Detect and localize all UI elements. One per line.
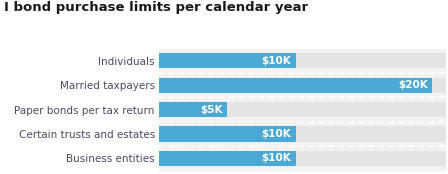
Bar	[159, 53, 296, 68]
Text: $10K: $10K	[262, 129, 292, 139]
Bar	[159, 78, 432, 93]
Text: $5K: $5K	[201, 105, 223, 115]
Text: $10K: $10K	[262, 153, 292, 163]
Text: $10K: $10K	[262, 56, 292, 66]
Bar	[159, 126, 446, 141]
Bar	[159, 102, 227, 117]
Bar	[159, 53, 446, 68]
Bar	[159, 78, 446, 93]
Bar	[159, 151, 296, 166]
Text: I bond purchase limits per calendar year: I bond purchase limits per calendar year	[4, 1, 309, 14]
Text: $20K: $20K	[398, 80, 428, 90]
Bar	[159, 151, 446, 166]
Bar	[159, 126, 296, 141]
Bar	[159, 102, 446, 117]
